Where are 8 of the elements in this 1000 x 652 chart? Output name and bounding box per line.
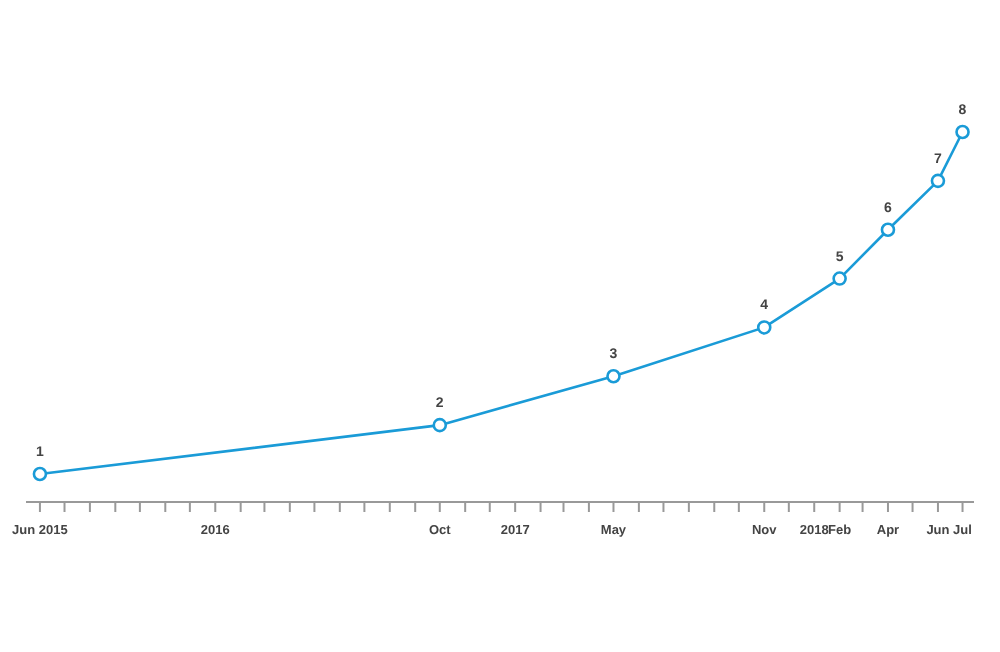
point: [832, 271, 847, 286]
point: [756, 320, 772, 335]
point: [955, 124, 970, 140]
point: [880, 222, 896, 238]
point: [606, 368, 621, 384]
point: [930, 173, 946, 189]
point: [432, 417, 448, 433]
point: [32, 466, 48, 482]
